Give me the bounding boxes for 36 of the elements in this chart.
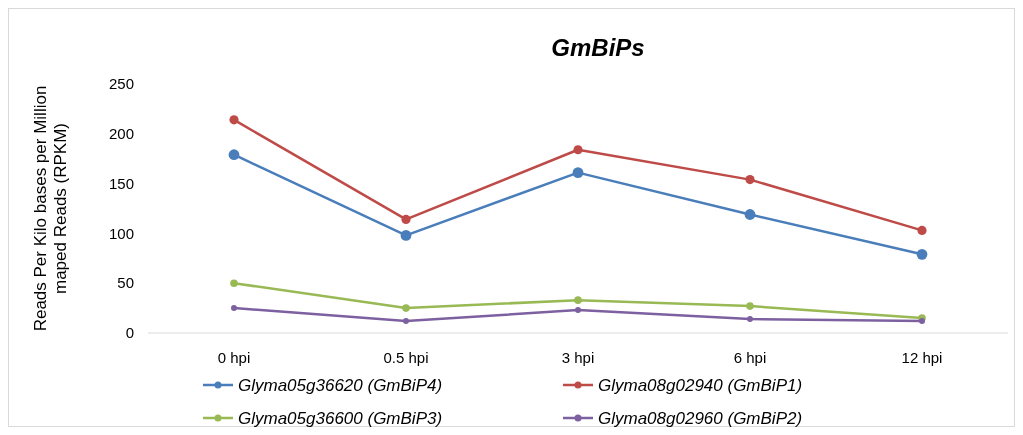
y-tick-label: 50 [117, 274, 134, 292]
legend-label: Glyma08g02940 (GmBiP1) [598, 375, 803, 395]
point [230, 279, 238, 287]
point [917, 225, 927, 236]
x-tick-label: 12 hpi [901, 349, 943, 367]
x-tick-label: 3 hpi [561, 349, 595, 367]
point [402, 304, 410, 312]
x-tick-label: 0 hpi [217, 349, 251, 367]
legend-label: Glyma08g02960 (GmBiP2) [598, 408, 803, 428]
point [573, 145, 583, 155]
point [229, 115, 239, 125]
y-tick-label: 0 [125, 324, 134, 342]
point [574, 296, 582, 304]
y-tick-label: 250 [108, 75, 134, 93]
point [747, 316, 753, 323]
point [745, 175, 755, 185]
x-tick-label: 0.5 hpi [383, 349, 429, 367]
point [746, 302, 754, 310]
point [744, 209, 756, 220]
point [575, 307, 581, 314]
point [228, 149, 240, 161]
point [231, 305, 237, 312]
x-tick-label: 6 hpi [733, 349, 767, 367]
y-tick-label: 100 [108, 224, 134, 242]
y-axis-title: Reads Per Kilo bases per Million maped Reads (RPKM) [30, 85, 71, 332]
y-tick-label: 200 [108, 125, 134, 143]
point [916, 248, 928, 260]
legend-label: Glyma05g36600 (GmBiP3) [238, 408, 443, 428]
point [403, 318, 409, 325]
point [919, 318, 925, 325]
legend-label: Glyma05g36620 (GmBiP4) [238, 375, 443, 395]
chart-title: GmBiPs [551, 34, 645, 61]
point [400, 229, 412, 241]
point [572, 167, 584, 179]
y-tick-label: 150 [108, 174, 134, 192]
point [401, 214, 411, 225]
